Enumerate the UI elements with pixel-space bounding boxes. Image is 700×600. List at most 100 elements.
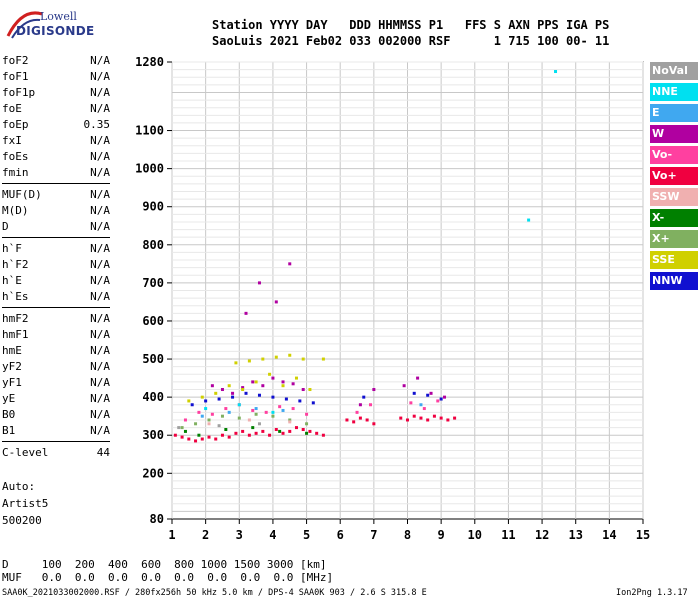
echo-point: [220, 433, 224, 437]
legend-item: X-: [650, 209, 698, 227]
echo-point: [355, 410, 359, 414]
echo-point: [301, 428, 305, 432]
echo-point: [187, 399, 191, 403]
echo-point: [274, 300, 278, 304]
legend-item: NoVal: [650, 62, 698, 80]
echo-point: [180, 426, 184, 430]
echo-point: [439, 397, 443, 401]
echo-point: [183, 429, 187, 433]
x-tick-label: 6: [337, 528, 344, 542]
digisonde-logo: Lowell DIGISONDE: [0, 0, 110, 44]
echo-point: [281, 380, 285, 384]
param-name: hmF2: [2, 312, 29, 325]
echo-point: [247, 433, 251, 437]
param-value: 0.35: [83, 118, 111, 131]
echo-point: [264, 410, 268, 414]
legend-item: E: [650, 104, 698, 122]
legend-item: NNE: [650, 83, 698, 101]
echo-point: [220, 388, 224, 392]
echo-point: [288, 418, 292, 422]
legend-item: X+: [650, 230, 698, 248]
echo-point: [207, 435, 211, 439]
logo-swoosh-icon: [6, 11, 43, 39]
echo-point: [257, 393, 261, 397]
echo-point: [362, 395, 366, 399]
echo-point: [251, 380, 255, 384]
echo-point: [368, 403, 372, 407]
distance-row: D 100 200 400 600 800 1000 1500 3000 [km…: [2, 558, 327, 571]
echo-point: [409, 401, 413, 405]
echo-point: [197, 433, 201, 437]
echo-point: [301, 357, 305, 361]
param-name: B0: [2, 408, 16, 421]
param-value: N/A: [90, 166, 110, 179]
echo-point: [234, 361, 238, 365]
param-name: foEp: [2, 118, 29, 131]
echo-point: [419, 403, 423, 407]
x-tick-label: 11: [501, 528, 515, 542]
echo-point: [345, 418, 349, 422]
echo-point: [372, 388, 376, 392]
param-value: N/A: [90, 150, 110, 163]
echo-point: [294, 376, 298, 380]
echo-point: [298, 399, 302, 403]
param-name: M(D): [2, 204, 29, 217]
echo-point: [271, 376, 275, 380]
y-tick-label: 300: [142, 428, 164, 442]
param-value: N/A: [90, 134, 110, 147]
param-name: yF2: [2, 360, 22, 373]
param-row: B1 N/A: [2, 424, 110, 440]
echo-point: [554, 70, 558, 74]
echo-point: [207, 422, 211, 426]
echo-point: [197, 410, 201, 414]
echo-point: [439, 416, 443, 420]
param-row: yE N/A: [2, 392, 110, 408]
echo-point: [268, 433, 272, 437]
legend-item: SSW: [650, 188, 698, 206]
param-name: MUF(D): [2, 188, 42, 201]
legend-item: Vo+: [650, 167, 698, 185]
echo-point: [190, 403, 194, 407]
y-tick-label: 700: [142, 276, 164, 290]
param-value: N/A: [90, 290, 110, 303]
echo-point: [527, 218, 531, 222]
echo-point: [288, 262, 292, 266]
echo-point: [244, 391, 248, 395]
echo-point: [231, 395, 235, 399]
echo-point: [271, 414, 275, 418]
echo-point: [315, 431, 319, 435]
echo-point: [436, 399, 440, 403]
param-row: yF2 N/A: [2, 360, 110, 376]
param-separator: [2, 237, 110, 238]
param-value: N/A: [90, 312, 110, 325]
param-name: hmF1: [2, 328, 29, 341]
param-row: h`Es N/A: [2, 290, 110, 306]
echo-point: [426, 393, 430, 397]
echo-point: [291, 382, 295, 386]
param-row: yF1 N/A: [2, 376, 110, 392]
echo-point: [254, 380, 258, 384]
param-value: N/A: [90, 86, 110, 99]
echo-point: [278, 429, 282, 433]
echo-point: [207, 418, 211, 422]
echo-point: [194, 439, 198, 443]
legend-item: SSE: [650, 251, 698, 269]
x-tick-label: 12: [535, 528, 549, 542]
param-name: foE: [2, 102, 22, 115]
echo-point: [372, 422, 376, 426]
param-row: hmE N/A: [2, 344, 110, 360]
param-value: N/A: [90, 424, 110, 437]
echo-point: [227, 410, 231, 414]
echo-point: [305, 412, 309, 416]
echo-point: [294, 426, 298, 430]
param-name: h`Es: [2, 290, 29, 303]
echo-point: [311, 401, 315, 405]
param-name: foF2: [2, 54, 29, 67]
echo-point: [200, 414, 204, 418]
echo-point: [261, 429, 265, 433]
param-name: h`F2: [2, 258, 29, 271]
echo-point: [281, 384, 285, 388]
echo-point: [200, 437, 204, 441]
echo-point: [200, 395, 204, 399]
echo-point: [214, 437, 218, 441]
